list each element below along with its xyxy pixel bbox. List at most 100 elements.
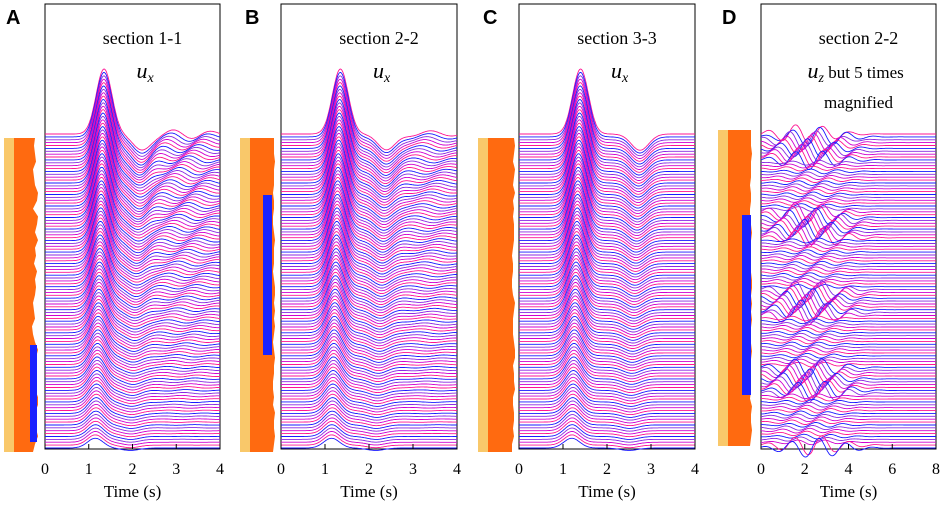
trace-line: [519, 275, 695, 319]
trace-line: [519, 112, 695, 187]
trace-line: [45, 258, 221, 306]
trace-line: [281, 116, 458, 190]
trace-line: [519, 359, 695, 388]
trace-line: [281, 248, 458, 297]
trace-line: [281, 183, 458, 245]
trace-line: [519, 285, 695, 327]
trace-line: [281, 319, 458, 355]
trace-line: [45, 183, 221, 245]
trace-line: [519, 241, 695, 292]
column-layer-yellow: [240, 138, 250, 452]
trace-line: [45, 326, 221, 360]
trace-line: [281, 295, 458, 336]
trace-line: [45, 268, 220, 314]
trace-line: [281, 197, 457, 256]
trace-line: [760, 258, 936, 264]
x-axis: 0 1 2 3 4 Time (s): [515, 444, 699, 501]
trace-line: [761, 281, 936, 287]
trace-line: [281, 88, 458, 168]
trace-line: [45, 139, 221, 210]
trace-line: [519, 407, 695, 427]
trace-line: [281, 309, 457, 347]
trace-line: [760, 416, 936, 423]
trace-line: [281, 173, 458, 237]
trace-line: [519, 410, 695, 429]
trace-line: [760, 285, 936, 306]
trace-line: [760, 227, 936, 248]
trace-line: [519, 397, 695, 418]
trace-line: [519, 353, 695, 383]
trace-line: [519, 251, 695, 300]
trace-line: [519, 227, 695, 281]
trace-line: [45, 92, 221, 171]
trace-line: [281, 149, 458, 217]
trace-line: [45, 265, 220, 311]
trace-line: [45, 305, 221, 344]
trace-line: [281, 417, 457, 435]
trace-line: [519, 105, 695, 181]
trace-line: [281, 359, 457, 388]
trace-line: [519, 363, 695, 391]
trace-line: [760, 290, 936, 311]
trace-line: [519, 278, 695, 322]
trace-line: [519, 217, 695, 272]
trace-line: [281, 315, 457, 352]
trace-line: [281, 105, 458, 182]
x-tick-label: 6: [888, 461, 896, 478]
trace-line: [519, 332, 695, 366]
trace-line: [760, 380, 936, 401]
trace-line: [760, 425, 936, 431]
trace-line: [519, 403, 695, 424]
trace-line: [760, 435, 936, 456]
trace-line: [281, 176, 458, 240]
column-layer-yellow: [4, 138, 14, 452]
component-symbol: u: [808, 58, 819, 83]
trace-line: [281, 265, 458, 311]
trace-line: [45, 275, 221, 319]
component-symbol: u: [137, 58, 148, 83]
trace-line: [281, 95, 457, 174]
trace-line: [281, 346, 457, 377]
trace-line: [45, 187, 220, 248]
trace-line: [45, 241, 220, 292]
panel-letter: A: [6, 7, 20, 29]
trace-line: [281, 363, 457, 391]
trace-line: [281, 322, 458, 358]
trace-line: [760, 374, 936, 395]
trace-line: [45, 231, 221, 283]
trace-line: [760, 324, 936, 330]
trace-line: [281, 204, 457, 261]
trace-line: [281, 143, 458, 212]
x-tick-label: 4: [453, 461, 461, 478]
trace-line: [281, 275, 457, 319]
trace-line: [281, 166, 457, 231]
trace-line: [519, 258, 695, 305]
trace-line: [760, 335, 936, 342]
trace-line: [519, 85, 695, 165]
trace-line: [45, 153, 221, 220]
trace-line: [760, 138, 936, 158]
trace-line: [760, 216, 936, 236]
soil-column: [4, 138, 38, 452]
trace-line: [45, 407, 220, 427]
trace-line: [519, 281, 695, 325]
trace-line: [760, 186, 936, 192]
trace-line: [45, 214, 220, 269]
trace-line: [519, 187, 695, 248]
trace-line: [281, 268, 457, 314]
trace-line: [760, 358, 936, 378]
trace-line: [519, 237, 695, 289]
trace-line: [760, 205, 936, 225]
trace-line: [519, 329, 695, 363]
trace-line: [45, 288, 221, 330]
trace-line: [760, 165, 936, 172]
trace-line: [519, 109, 695, 184]
panel-letter: D: [722, 7, 736, 29]
trace-line: [45, 403, 220, 424]
trace-line: [519, 129, 695, 201]
trace-line: [760, 413, 936, 420]
trace-line: [519, 163, 695, 228]
trace-line: [761, 159, 936, 166]
trace-line: [761, 344, 936, 351]
